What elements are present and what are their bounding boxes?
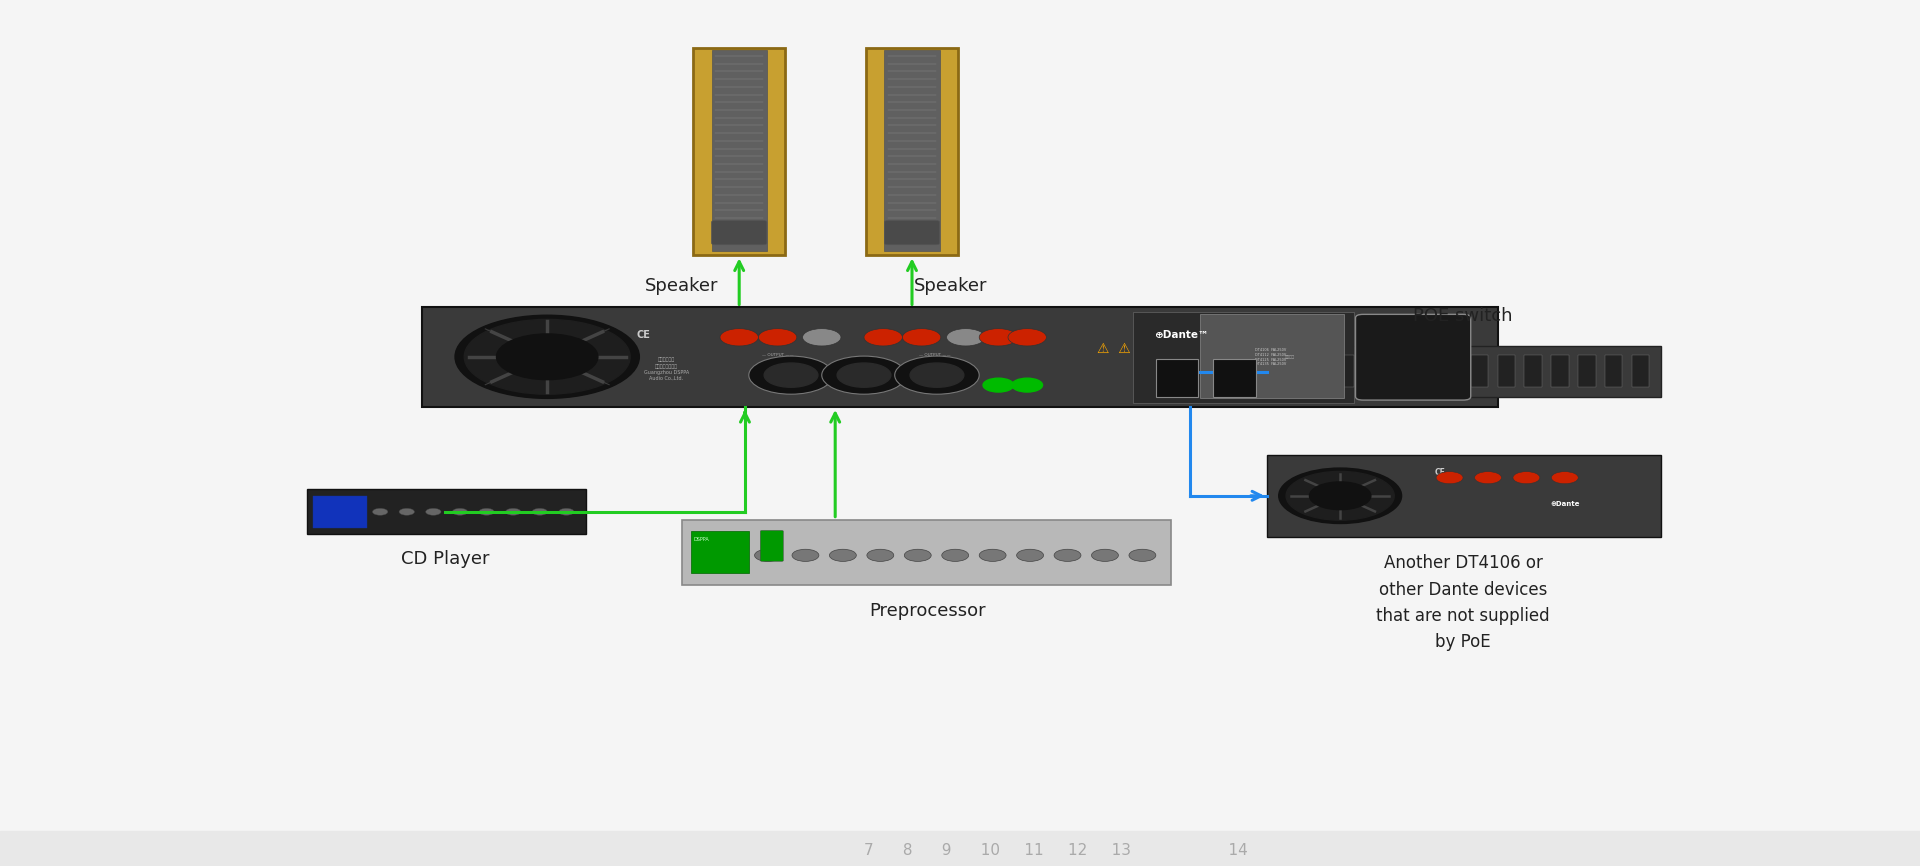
Circle shape: [758, 329, 797, 346]
Circle shape: [755, 549, 781, 561]
Circle shape: [803, 329, 841, 346]
FancyBboxPatch shape: [760, 530, 783, 561]
FancyBboxPatch shape: [691, 531, 749, 573]
Circle shape: [941, 549, 968, 561]
Text: 广州市迪士普
音响科技有限公司
Guangzhou DSPPA
Audio Co.,Ltd.: 广州市迪士普 音响科技有限公司 Guangzhou DSPPA Audio Co…: [643, 358, 689, 381]
Circle shape: [1091, 549, 1117, 561]
Circle shape: [455, 315, 639, 398]
FancyBboxPatch shape: [422, 307, 1498, 407]
Circle shape: [837, 363, 891, 387]
FancyBboxPatch shape: [712, 221, 766, 245]
Circle shape: [791, 549, 818, 561]
FancyBboxPatch shape: [1356, 314, 1471, 400]
FancyBboxPatch shape: [1336, 355, 1354, 386]
Circle shape: [505, 508, 520, 515]
Text: ⚠  ⚠: ⚠ ⚠: [1096, 342, 1131, 356]
Circle shape: [979, 549, 1006, 561]
FancyBboxPatch shape: [885, 49, 939, 251]
Circle shape: [1551, 472, 1578, 484]
FancyBboxPatch shape: [1283, 355, 1300, 386]
Circle shape: [1054, 549, 1081, 561]
Circle shape: [720, 329, 758, 346]
FancyBboxPatch shape: [1156, 359, 1198, 397]
Text: Another DT4106 or
other Dante devices
that are not supplied
by PoE: Another DT4106 or other Dante devices th…: [1377, 554, 1549, 651]
Circle shape: [1309, 481, 1371, 509]
FancyBboxPatch shape: [1471, 355, 1488, 386]
Circle shape: [947, 329, 985, 346]
Circle shape: [1475, 472, 1501, 484]
Circle shape: [983, 378, 1014, 392]
Circle shape: [372, 508, 388, 515]
FancyBboxPatch shape: [1363, 355, 1380, 386]
FancyBboxPatch shape: [1524, 355, 1542, 386]
Text: DT4106  FAL250V
DT4112  FAL250V
DT4125  FAL250V
DT4135  FAL250V: DT4106 FAL250V DT4112 FAL250V DT4125 FAL…: [1256, 348, 1286, 366]
Bar: [0, 831, 1920, 866]
FancyBboxPatch shape: [885, 221, 939, 245]
FancyBboxPatch shape: [712, 49, 766, 251]
FancyBboxPatch shape: [1213, 359, 1256, 397]
FancyBboxPatch shape: [307, 489, 586, 534]
Text: CD Player: CD Player: [401, 550, 490, 568]
Circle shape: [902, 329, 941, 346]
Circle shape: [1279, 468, 1402, 523]
Circle shape: [497, 334, 597, 379]
Text: ⊕Dante: ⊕Dante: [1549, 501, 1580, 507]
Text: POE switch: POE switch: [1413, 307, 1513, 325]
Text: ⊕Dante™: ⊕Dante™: [1154, 330, 1208, 340]
Text: CE: CE: [1434, 469, 1446, 477]
Circle shape: [866, 549, 893, 561]
Circle shape: [559, 508, 574, 515]
Circle shape: [910, 363, 964, 387]
Circle shape: [1436, 472, 1463, 484]
FancyBboxPatch shape: [693, 48, 785, 255]
Text: Speaker: Speaker: [645, 277, 718, 295]
Circle shape: [532, 508, 547, 515]
Circle shape: [904, 549, 931, 561]
Circle shape: [822, 356, 906, 394]
Circle shape: [864, 329, 902, 346]
FancyBboxPatch shape: [1498, 355, 1515, 386]
FancyBboxPatch shape: [1551, 355, 1569, 386]
FancyBboxPatch shape: [1444, 355, 1461, 386]
Text: DSPPA: DSPPA: [693, 537, 708, 541]
Text: Preprocessor: Preprocessor: [870, 602, 985, 620]
FancyBboxPatch shape: [682, 520, 1171, 585]
FancyBboxPatch shape: [866, 48, 958, 255]
Circle shape: [749, 356, 833, 394]
Text: Speaker: Speaker: [914, 277, 987, 295]
FancyBboxPatch shape: [1133, 312, 1354, 403]
Text: 单机功能: 单机功能: [1284, 355, 1296, 359]
Circle shape: [453, 508, 468, 515]
Text: — OUTPUT ——: — OUTPUT ——: [920, 353, 950, 358]
Circle shape: [465, 320, 630, 394]
FancyBboxPatch shape: [1309, 355, 1327, 386]
Circle shape: [1018, 549, 1044, 561]
Circle shape: [764, 363, 818, 387]
FancyBboxPatch shape: [1632, 355, 1649, 386]
FancyBboxPatch shape: [1605, 355, 1622, 386]
Circle shape: [399, 508, 415, 515]
Circle shape: [1286, 471, 1394, 520]
FancyBboxPatch shape: [1200, 314, 1344, 398]
Circle shape: [895, 356, 979, 394]
Circle shape: [829, 549, 856, 561]
Circle shape: [426, 508, 442, 515]
FancyBboxPatch shape: [1578, 355, 1596, 386]
Text: CE: CE: [636, 330, 651, 340]
Circle shape: [979, 329, 1018, 346]
Circle shape: [1012, 378, 1043, 392]
FancyBboxPatch shape: [1390, 355, 1407, 386]
Circle shape: [1008, 329, 1046, 346]
Circle shape: [1129, 549, 1156, 561]
Circle shape: [1513, 472, 1540, 484]
FancyBboxPatch shape: [1267, 455, 1661, 537]
Text: — OUTPUT ——: — OUTPUT ——: [762, 353, 793, 358]
FancyBboxPatch shape: [1417, 355, 1434, 386]
FancyBboxPatch shape: [1267, 346, 1661, 397]
Circle shape: [478, 508, 493, 515]
Text: 7      8      9      10     11     12     13                    14: 7 8 9 10 11 12 13 14: [864, 843, 1248, 858]
FancyBboxPatch shape: [313, 496, 367, 527]
